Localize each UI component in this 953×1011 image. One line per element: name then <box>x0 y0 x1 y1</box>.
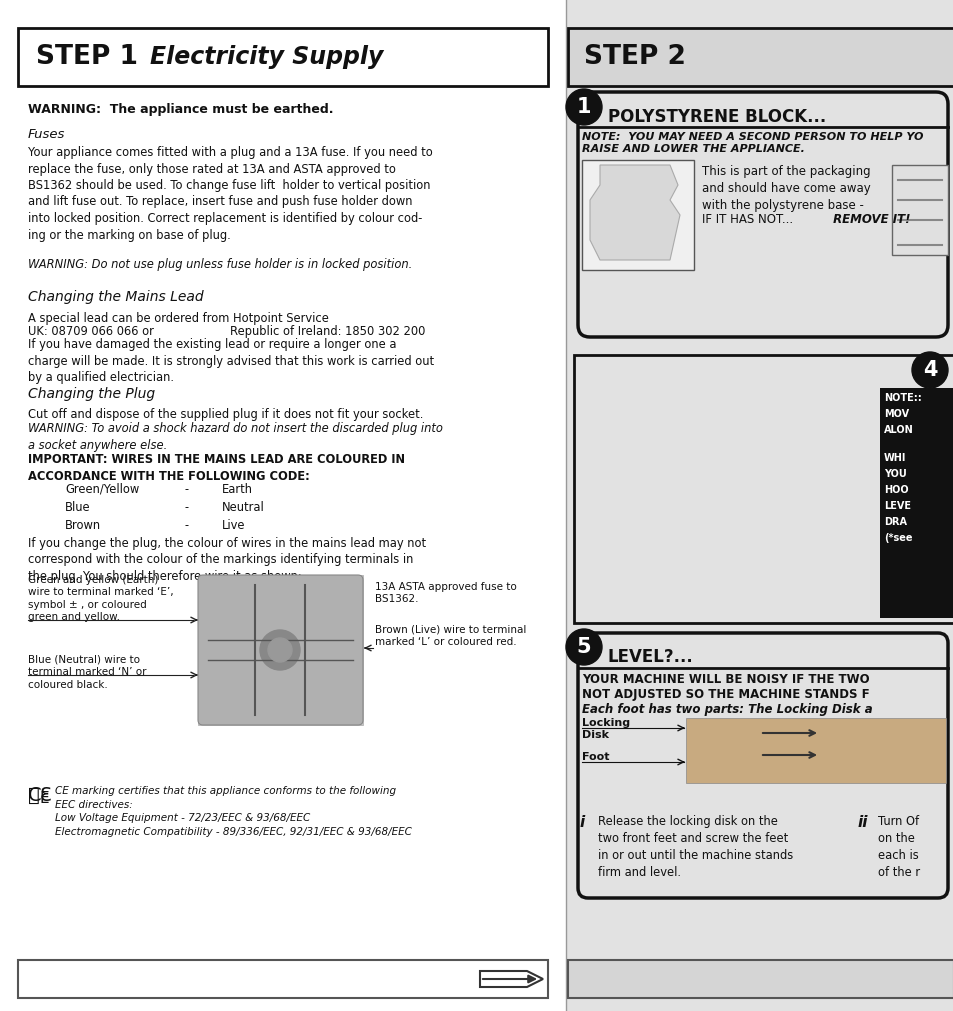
Text: Green/Yellow: Green/Yellow <box>65 483 139 496</box>
Text: HOO: HOO <box>883 485 907 495</box>
Text: YOUR MACHINE WILL BE NOISY IF THE TWO: YOUR MACHINE WILL BE NOISY IF THE TWO <box>581 673 869 686</box>
Text: REMOVE IT!: REMOVE IT! <box>828 213 909 226</box>
FancyBboxPatch shape <box>198 575 363 725</box>
Text: Earth: Earth <box>222 483 253 496</box>
Text: 1: 1 <box>577 97 591 117</box>
Bar <box>685 718 945 783</box>
Text: Changing the Mains Lead: Changing the Mains Lead <box>28 290 203 304</box>
Bar <box>581 160 693 270</box>
Text: WARNING: Do not use plug unless fuse holder is in locked position.: WARNING: Do not use plug unless fuse hol… <box>28 258 412 271</box>
Text: -: - <box>185 483 189 496</box>
Bar <box>565 0 953 1011</box>
Text: STEP 2: STEP 2 <box>583 44 685 70</box>
Text: Fuses: Fuses <box>28 128 66 141</box>
Text: WARNING:  The appliance must be earthed.: WARNING: The appliance must be earthed. <box>28 103 334 116</box>
Text: Blue: Blue <box>65 501 91 514</box>
Text: Release the locking disk on the
two front feet and screw the feet
in or out unti: Release the locking disk on the two fron… <box>598 815 792 879</box>
Text: A special lead can be ordered from Hotpoint Service: A special lead can be ordered from Hotpo… <box>28 312 329 325</box>
Text: Neutral: Neutral <box>222 501 265 514</box>
Text: i: i <box>579 815 584 830</box>
Text: Cut off and dispose of the supplied plug if it does not fit your socket.: Cut off and dispose of the supplied plug… <box>28 408 423 421</box>
Text: Turn Of
on the
each is
of the r: Turn Of on the each is of the r <box>877 815 919 879</box>
Text: C: C <box>28 786 42 805</box>
Text: IF IT HAS NOT...: IF IT HAS NOT... <box>701 213 792 226</box>
Text: Live: Live <box>222 519 245 532</box>
Circle shape <box>268 638 292 662</box>
Text: 13A ASTA approved fuse to
BS1362.: 13A ASTA approved fuse to BS1362. <box>375 582 517 605</box>
Text: DRA: DRA <box>883 517 906 527</box>
FancyBboxPatch shape <box>578 633 947 898</box>
Polygon shape <box>589 165 679 260</box>
Bar <box>879 388 953 618</box>
Text: LEVEL?...: LEVEL?... <box>607 648 693 666</box>
Text: If you change the plug, the colour of wires in the mains lead may not
correspond: If you change the plug, the colour of wi… <box>28 537 426 583</box>
Text: E: E <box>40 791 50 806</box>
Text: Electricity Supply: Electricity Supply <box>150 45 383 69</box>
Text: MOV: MOV <box>883 409 908 419</box>
Text: ii: ii <box>857 815 867 830</box>
Text: NOTE::: NOTE:: <box>883 393 921 403</box>
Text: ALON: ALON <box>883 425 913 435</box>
Bar <box>891 165 947 255</box>
Text: Ⓒℇ: Ⓒℇ <box>28 786 51 805</box>
Text: -: - <box>185 501 189 514</box>
FancyBboxPatch shape <box>567 960 953 998</box>
Text: Foot: Foot <box>581 752 609 762</box>
Text: If you have damaged the existing lead or require a longer one a
charge will be m: If you have damaged the existing lead or… <box>28 338 434 384</box>
Circle shape <box>260 630 299 670</box>
Text: Locking
Disk: Locking Disk <box>581 718 630 740</box>
Text: Green and yellow (Earth)
wire to terminal marked ‘E’,
symbol ± , or coloured
gre: Green and yellow (Earth) wire to termina… <box>28 575 173 622</box>
Text: -: - <box>185 519 189 532</box>
Circle shape <box>565 89 601 125</box>
Text: This is part of the packaging
and should have come away
with the polystyrene bas: This is part of the packaging and should… <box>701 165 870 212</box>
Text: Changing the Plug: Changing the Plug <box>28 387 155 401</box>
Text: CE marking certifies that this appliance conforms to the following
EEC directive: CE marking certifies that this appliance… <box>55 786 412 837</box>
Text: Your appliance comes fitted with a plug and a 13A fuse. If you need to
replace t: Your appliance comes fitted with a plug … <box>28 146 433 242</box>
Text: WARNING: To avoid a shock hazard do not insert the discarded plug into
a socket : WARNING: To avoid a shock hazard do not … <box>28 422 442 452</box>
Text: Brown: Brown <box>65 519 101 532</box>
Circle shape <box>565 629 601 665</box>
FancyBboxPatch shape <box>18 960 547 998</box>
Text: Blue (Neutral) wire to
terminal marked ‘N’ or
coloured black.: Blue (Neutral) wire to terminal marked ‘… <box>28 655 147 690</box>
Text: Brown (Live) wire to terminal
marked ‘L’ or coloured red.: Brown (Live) wire to terminal marked ‘L’… <box>375 625 526 647</box>
Text: (*see: (*see <box>883 533 911 543</box>
Text: IMPORTANT: WIRES IN THE MAINS LEAD ARE COLOURED IN
ACCORDANCE WITH THE FOLLOWING: IMPORTANT: WIRES IN THE MAINS LEAD ARE C… <box>28 453 405 482</box>
Text: LEVE: LEVE <box>883 501 910 511</box>
Text: NOT ADJUSTED SO THE MACHINE STANDS F: NOT ADJUSTED SO THE MACHINE STANDS F <box>581 688 869 701</box>
Text: 5: 5 <box>576 637 591 657</box>
FancyBboxPatch shape <box>567 28 953 86</box>
Text: NOTE:  YOU MAY NEED A SECOND PERSON TO HELP YO
RAISE AND LOWER THE APPLIANCE.: NOTE: YOU MAY NEED A SECOND PERSON TO HE… <box>581 132 923 155</box>
FancyBboxPatch shape <box>578 92 947 337</box>
Text: POLYSTYRENE BLOCK...: POLYSTYRENE BLOCK... <box>607 108 825 126</box>
Text: STEP 1: STEP 1 <box>36 44 138 70</box>
Text: 4: 4 <box>922 360 936 380</box>
Text: YOU: YOU <box>883 469 905 479</box>
Text: UK: 08709 066 066 or                     Republic of Ireland: 1850 302 200: UK: 08709 066 066 or Republic of Ireland… <box>28 325 425 338</box>
Text: Each foot has two parts: The Locking Disk a: Each foot has two parts: The Locking Dis… <box>581 703 872 716</box>
Text: WHI: WHI <box>883 453 905 463</box>
Circle shape <box>911 352 947 388</box>
Bar <box>198 575 363 725</box>
FancyBboxPatch shape <box>18 28 547 86</box>
